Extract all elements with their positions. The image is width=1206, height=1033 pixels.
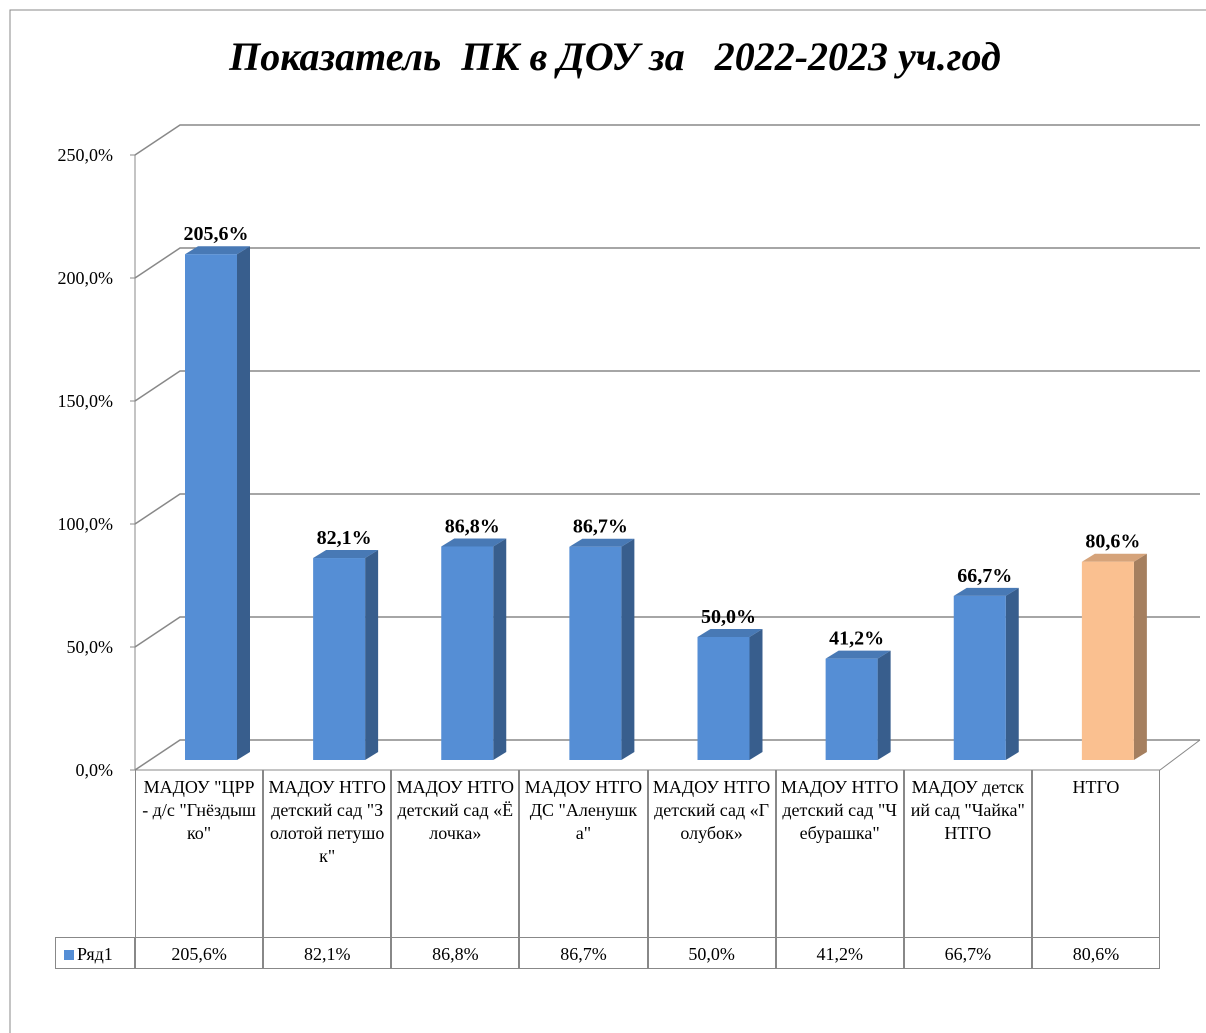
data-label: 205,6% — [184, 223, 249, 245]
bar — [1081, 561, 1134, 760]
bar-top — [313, 550, 379, 559]
data-label: 41,2% — [829, 628, 884, 650]
floor-side — [1159, 739, 1201, 771]
grid-line — [134, 370, 1200, 402]
grid-line — [134, 124, 1200, 156]
table-value: 82,1% — [263, 937, 392, 969]
grid-line — [134, 247, 1200, 279]
x-tick-label: МАДОУ "ЦРР - д/с "Гнёздышко" — [135, 770, 264, 937]
bar-top — [697, 629, 763, 637]
table-value: 205,6% — [135, 937, 264, 969]
bar-top — [441, 538, 507, 547]
bar-top — [825, 650, 891, 659]
table-value: 80,6% — [1031, 937, 1160, 969]
table-value: 41,2% — [775, 937, 904, 969]
data-label: 86,8% — [445, 515, 500, 537]
chart-title: Показатель ПК в ДОУ за 2022-2023 уч.год — [228, 34, 1001, 79]
x-tick-label: НТГО — [1031, 770, 1160, 937]
grid-line — [134, 739, 1200, 771]
bar-top — [569, 538, 635, 547]
x-tick-label: МАДОУ НТГО детский сад "Чебурашка" — [775, 770, 904, 937]
data-label: 50,0% — [701, 606, 756, 628]
grid-line — [134, 616, 1200, 648]
bar-side — [749, 629, 763, 760]
table-value: 66,7% — [903, 937, 1032, 969]
bar — [185, 254, 237, 760]
legend-swatch — [64, 950, 74, 960]
x-tick-label: МАДОУ НТГО детский сад «Ёлочка» — [391, 770, 520, 937]
legend-cell: Ряд1 — [55, 937, 135, 969]
x-tick-label: МАДОУ детский сад "Чайка" НТГО — [903, 770, 1032, 937]
table-value: 86,7% — [519, 937, 648, 969]
bar — [313, 558, 366, 760]
y-tick-label: 0,0% — [76, 760, 114, 780]
bar — [441, 546, 494, 760]
data-label: 66,7% — [957, 565, 1012, 587]
bar-side — [621, 538, 635, 760]
chart-border — [9, 9, 1206, 1033]
y-tick-label: 150,0% — [58, 391, 114, 411]
bar-top — [185, 246, 250, 255]
x-tick-label: МАДОУ НТГО ДС "Аленушка" — [519, 770, 648, 937]
y-tick-label: 250,0% — [58, 145, 114, 165]
grid-line — [134, 493, 1200, 525]
bar-top — [1081, 553, 1147, 562]
y-tick-label: 100,0% — [58, 514, 114, 534]
legend-label: Ряд1 — [77, 944, 113, 964]
bar-side — [1005, 587, 1019, 760]
bar — [569, 546, 622, 760]
x-tick-label: МАДОУ НТГО детский сад "Золотой петушок" — [263, 770, 392, 937]
bar — [825, 658, 878, 760]
x-tick-label: МАДОУ НТГО детский сад «Голубок» — [647, 770, 776, 937]
bar-side — [365, 550, 379, 760]
bar-top — [953, 587, 1019, 596]
bar — [953, 595, 1006, 760]
bar-side — [237, 246, 250, 760]
table-value: 86,8% — [391, 937, 520, 969]
data-label: 82,1% — [317, 527, 372, 549]
y-tick-label: 50,0% — [67, 637, 114, 657]
table-value: 50,0% — [647, 937, 776, 969]
data-label: 80,6% — [1085, 531, 1140, 553]
data-label: 86,7% — [573, 516, 628, 538]
y-tick-label: 200,0% — [58, 268, 114, 288]
bar-side — [1133, 553, 1147, 760]
bar-side — [877, 650, 891, 760]
bar — [697, 637, 750, 760]
bar-side — [493, 538, 507, 760]
